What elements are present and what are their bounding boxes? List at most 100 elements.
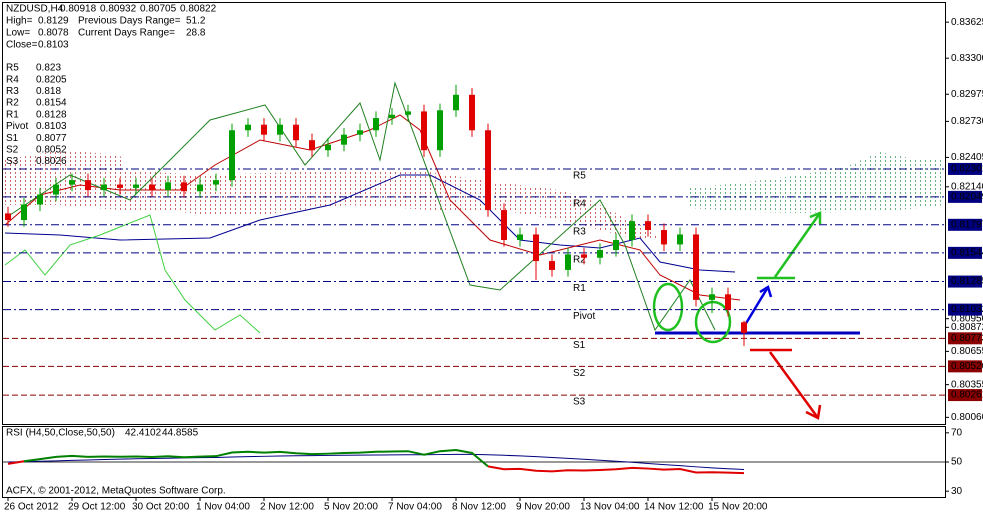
candle-body: [613, 239, 619, 250]
pivot-chart-label: S1: [573, 340, 586, 351]
ohlc-high: 0.80932: [100, 4, 137, 15]
pivot-chart-label: R1: [573, 283, 586, 294]
x-tick-label: 29 Oct 12:00: [68, 502, 126, 513]
pivot-list-value: 0.8205: [36, 74, 67, 85]
x-tick-label: 30 Oct 20:00: [132, 502, 190, 513]
x-tick-label: 5 Nov 20:00: [324, 502, 378, 513]
pivot-axis-label: 0.80261: [951, 390, 983, 401]
pivot-axis-box: [948, 332, 982, 345]
candle-body: [213, 180, 219, 185]
arrow-head: [759, 285, 773, 298]
candle-body: [245, 124, 251, 131]
rsi-ma-value: 44.8585: [162, 428, 199, 439]
ohlc-close: 0.80822: [180, 4, 217, 15]
pivot-axis-box: [948, 162, 982, 175]
candle-body: [677, 234, 683, 245]
pivot-axis-box: [948, 360, 982, 373]
pivot-list-value: 0.8128: [36, 109, 67, 120]
candle-body: [485, 130, 491, 211]
range-value: 51.2: [186, 16, 206, 27]
candle-body: [197, 184, 203, 192]
candle-body: [693, 234, 699, 300]
pivot-list-value: 0.8077: [36, 133, 67, 144]
ohlc-low: 0.80705: [140, 4, 177, 15]
candle-body: [5, 213, 11, 221]
candle-body: [565, 254, 571, 270]
pivot-list-value: 0.823: [36, 63, 61, 74]
range-label: Previous Days Range=: [78, 16, 181, 27]
pivot-list-name: R1: [6, 109, 19, 120]
pivot-axis-label: 0.82301: [951, 164, 983, 175]
pivot-axis-label: 0.81285: [951, 276, 983, 287]
candle-body: [101, 184, 107, 191]
arrow-down: [768, 351, 820, 419]
pivot-list-name: R4: [6, 74, 19, 85]
candle-body: [725, 294, 731, 310]
x-tick-label: 8 Nov 12:00: [452, 502, 506, 513]
candle-body: [709, 294, 715, 300]
rsi-tick-label: 70: [951, 427, 963, 438]
candle-body: [437, 110, 443, 151]
candle-body: [501, 210, 507, 240]
candle-body: [549, 261, 555, 270]
pivot-list-name: Pivot: [6, 121, 28, 132]
candle-body: [165, 182, 171, 191]
candle-body: [581, 254, 587, 258]
info-label: High=: [6, 16, 33, 27]
pivot-axis-label: 0.81797: [951, 219, 983, 230]
candle-body: [277, 124, 283, 135]
pivot-axis-label: 0.81544: [951, 247, 983, 258]
pivot-chart-label: R4: [573, 199, 586, 210]
pivot-axis-box: [948, 389, 982, 402]
pivot-list-name: S2: [6, 145, 19, 156]
pivot-axis-label: 0.80773: [951, 333, 983, 344]
candle-body: [309, 140, 315, 151]
candle-body: [469, 94, 475, 131]
pivot-axis-box: [948, 275, 982, 288]
pivot-chart-label: S3: [573, 397, 586, 408]
candle-body: [629, 221, 635, 240]
candle-body: [133, 184, 139, 188]
x-tick-label: 7 Nov 04:00: [388, 502, 442, 513]
y-tick-label: 0.80655: [951, 346, 983, 357]
candle-body: [373, 118, 379, 131]
pivot-axis-box: [948, 218, 982, 231]
x-tick-label: 15 Nov 20:00: [708, 502, 768, 513]
candle-body: [533, 234, 539, 262]
ichimoku-cloud-future: [690, 152, 945, 213]
x-tick-label: 14 Nov 12:00: [644, 502, 704, 513]
ohlc-open: 0.80918: [60, 4, 97, 15]
rsi-tick-label: 50: [951, 457, 963, 468]
rsi-label: RSI (H4,50,Close,50,50): [6, 428, 115, 439]
x-tick-label: 13 Nov 04:00: [580, 502, 640, 513]
pivot-list-name: S1: [6, 133, 19, 144]
rsi-tick-label: 30: [951, 486, 963, 497]
candle-body: [261, 124, 267, 135]
pivot-chart-label: R5: [573, 171, 586, 182]
range-label: Current Days Range=: [78, 28, 175, 39]
pivot-axis-box: [948, 303, 982, 316]
x-tick-label: 26 Oct 2012: [4, 502, 59, 513]
rsi-line: [7, 460, 25, 465]
pivot-list-name: R3: [6, 86, 19, 97]
zigzag-line: [9, 81, 716, 332]
rsi-line: [23, 449, 489, 468]
candle-body: [69, 180, 75, 185]
y-tick-label: 0.80060: [951, 412, 983, 423]
candle-body: [645, 221, 651, 231]
candle-body: [53, 184, 59, 195]
copyright: ACFX, © 2001-2012, MetaQuotes Software C…: [6, 486, 226, 497]
y-tick-label: 0.83625: [951, 17, 983, 28]
x-tick-label: 1 Nov 04:00: [196, 502, 250, 513]
pivot-axis-label: 0.82049: [951, 192, 983, 203]
pivot-chart-label: S2: [573, 368, 586, 379]
pivot-list-name: R2: [6, 98, 19, 109]
pivot-list-value: 0.8154: [36, 98, 67, 109]
y-tick-label: 0.80872: [951, 322, 983, 333]
